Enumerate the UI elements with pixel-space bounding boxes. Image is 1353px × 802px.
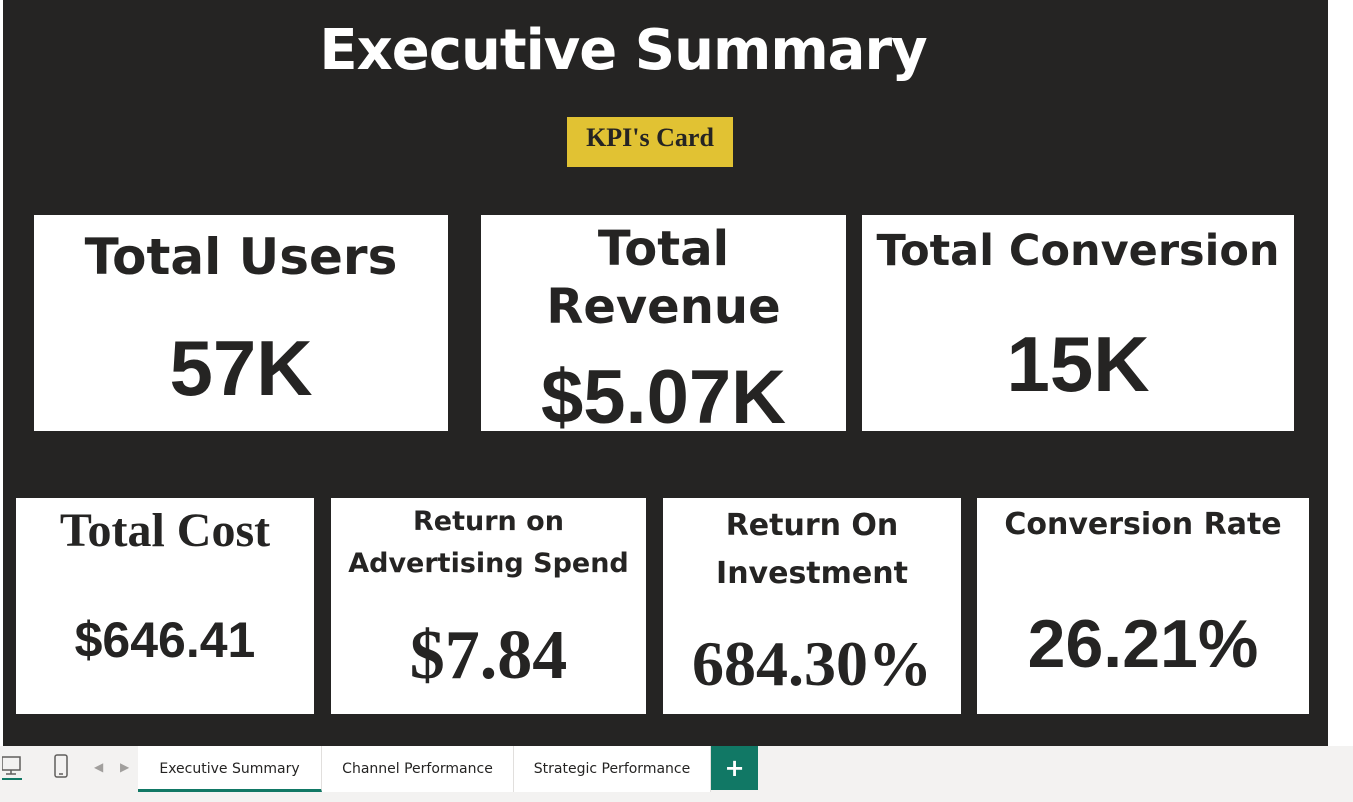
tab-label: Strategic Performance bbox=[533, 761, 691, 777]
card-value: 26.21% bbox=[1027, 606, 1259, 682]
tab-executive-summary[interactable]: Executive Summary bbox=[138, 746, 322, 792]
roi-card[interactable]: Return On Investment 684.30% bbox=[663, 498, 961, 714]
status-strip bbox=[0, 792, 1353, 802]
tab-label: Executive Summary bbox=[159, 761, 300, 777]
card-label-line1: Total bbox=[597, 221, 730, 277]
roas-card[interactable]: Return on Advertising Spend $7.84 bbox=[331, 498, 646, 714]
card-value: 684.30% bbox=[692, 628, 932, 699]
card-label-line2: Investment bbox=[716, 556, 908, 591]
total-revenue-card[interactable]: Total Revenue $5.07K bbox=[481, 215, 846, 431]
card-label: Total Conversion bbox=[876, 226, 1280, 276]
mobile-view-icon bbox=[53, 753, 69, 785]
conversion-rate-card[interactable]: Conversion Rate 26.21% bbox=[977, 498, 1309, 714]
card-label-line2: Advertising Spend bbox=[348, 548, 629, 579]
plus-icon: + bbox=[724, 754, 745, 782]
card-value: 15K bbox=[1006, 320, 1150, 408]
kpi-badge: KPI's Card bbox=[567, 117, 733, 167]
add-page-button[interactable]: + bbox=[711, 746, 758, 790]
chevron-left-icon[interactable]: ◀ bbox=[94, 760, 104, 774]
card-label-line1: Return On bbox=[725, 508, 899, 543]
total-cost-card[interactable]: Total Cost $646.41 bbox=[16, 498, 314, 714]
card-label: Total Cost bbox=[59, 504, 271, 557]
card-label-line1: Return on bbox=[413, 506, 564, 537]
tab-strategic-performance[interactable]: Strategic Performance bbox=[514, 746, 711, 792]
card-value: $7.84 bbox=[409, 617, 568, 694]
total-users-card[interactable]: Total Users 57K bbox=[34, 215, 448, 431]
tab-label: Channel Performance bbox=[342, 761, 493, 777]
page-tab-bar: ◀ ▶ Executive Summary Channel Performanc… bbox=[0, 746, 1353, 802]
desktop-view-icon bbox=[1, 754, 24, 785]
card-value: 57K bbox=[169, 324, 313, 412]
card-label-line2: Revenue bbox=[546, 279, 781, 335]
tab-channel-performance[interactable]: Channel Performance bbox=[322, 746, 514, 792]
page-title: Executive Summary bbox=[319, 18, 927, 83]
card-value: $5.07K bbox=[540, 355, 787, 431]
chevron-right-icon[interactable]: ▶ bbox=[120, 760, 130, 774]
desktop-view-button[interactable] bbox=[0, 746, 26, 792]
card-label: Conversion Rate bbox=[1004, 507, 1282, 542]
mobile-view-button[interactable] bbox=[48, 746, 74, 792]
card-label: Total Users bbox=[84, 228, 398, 286]
total-conversion-card[interactable]: Total Conversion 15K bbox=[862, 215, 1294, 431]
canvas-margin bbox=[1328, 0, 1353, 746]
card-value: $646.41 bbox=[74, 612, 256, 668]
